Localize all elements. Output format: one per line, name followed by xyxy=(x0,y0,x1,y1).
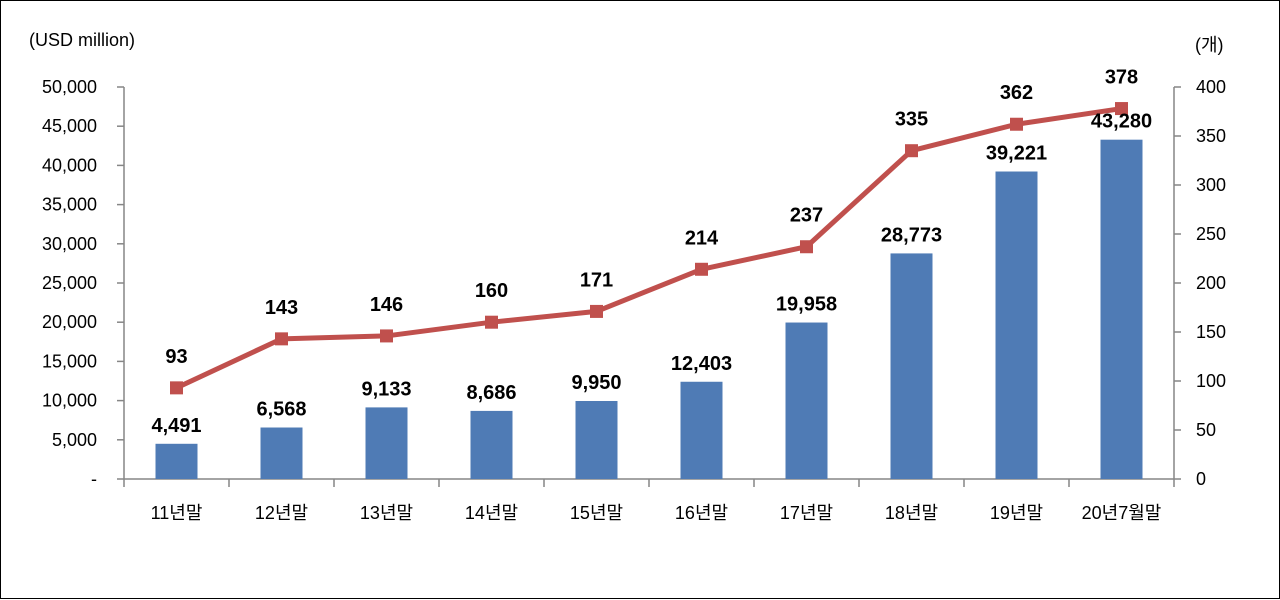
left-y-tick-label: - xyxy=(91,469,97,489)
x-category-label: 19년말 xyxy=(990,503,1043,523)
bar xyxy=(260,427,303,479)
data-labels: 4,491 6,568 9,133 8,686 9,950 12,403 19,958 28,… xyxy=(151,67,1152,437)
line-value-label: 146 xyxy=(370,294,403,316)
x-category-label: 14년말 xyxy=(465,503,518,523)
bar-value-label: 6,568 xyxy=(256,399,306,421)
bar-value-label: 28,773 xyxy=(881,224,942,246)
bar xyxy=(155,443,198,479)
line-value-label: 378 xyxy=(1105,67,1138,89)
bar-value-label: 43,280 xyxy=(1091,111,1152,133)
x-category-label: 16년말 xyxy=(675,503,728,523)
x-category-label: 17년말 xyxy=(780,503,833,523)
line-value-label: 160 xyxy=(475,280,508,302)
bar xyxy=(995,171,1038,479)
line-point-marker xyxy=(1010,117,1023,131)
bar xyxy=(365,407,408,479)
bar-value-label: 19,958 xyxy=(776,294,837,316)
right-y-tick-label: 0 xyxy=(1196,469,1206,489)
bar xyxy=(470,410,513,479)
line-point-marker xyxy=(485,315,498,329)
right-y-tick-label: 50 xyxy=(1196,420,1216,440)
axes: - 5,000 10,000 15,000 20,000 25,000 30,000 35,0… xyxy=(42,77,1226,523)
line-point-marker xyxy=(170,381,183,395)
right-axis-unit-label: (개) xyxy=(1195,35,1224,55)
right-y-tick-label: 150 xyxy=(1196,322,1226,342)
left-y-tick-label: 5,000 xyxy=(52,430,97,450)
line-point-marker xyxy=(590,304,603,318)
left-y-tick-label: 45,000 xyxy=(42,116,97,136)
bar-value-label: 39,221 xyxy=(986,143,1047,165)
x-category-label: 15년말 xyxy=(570,503,623,523)
line-value-label: 335 xyxy=(895,109,928,131)
right-y-tick-label: 400 xyxy=(1196,77,1226,97)
left-y-tick-label: 35,000 xyxy=(42,195,97,215)
series-line xyxy=(175,106,1122,391)
line-series xyxy=(170,102,1128,395)
bar xyxy=(680,381,723,479)
x-category-label: 13년말 xyxy=(360,503,413,523)
left-y-tick-label: 15,000 xyxy=(42,351,97,371)
right-y-tick-label: 100 xyxy=(1196,371,1226,391)
line-point-marker xyxy=(905,144,918,158)
right-y-tick-label: 300 xyxy=(1196,175,1226,195)
line-value-label: 171 xyxy=(580,269,613,291)
bar-value-label: 8,686 xyxy=(466,382,516,404)
bar xyxy=(890,253,933,479)
right-y-tick-label: 350 xyxy=(1196,126,1226,146)
right-y-tick-label: 200 xyxy=(1196,273,1226,293)
line-value-label: 362 xyxy=(1000,82,1033,104)
line-point-marker xyxy=(695,262,708,276)
left-axis-unit-label: (USD million) xyxy=(29,30,135,50)
x-category-label: 20년7월말 xyxy=(1082,503,1162,523)
x-category-label: 18년말 xyxy=(885,503,938,523)
left-y-tick-label: 30,000 xyxy=(42,234,97,254)
line-value-label: 143 xyxy=(265,297,298,319)
line-point-marker xyxy=(800,240,813,254)
bar xyxy=(575,400,618,479)
x-category-label: 12년말 xyxy=(255,503,308,523)
x-category-label: 11년말 xyxy=(151,503,203,523)
line-value-label: 237 xyxy=(790,205,823,227)
right-y-tick-label: 250 xyxy=(1196,224,1226,244)
left-y-tick-label: 50,000 xyxy=(42,77,97,97)
bar xyxy=(1100,139,1143,479)
line-point-marker xyxy=(275,332,288,346)
bar-value-label: 9,950 xyxy=(571,372,621,394)
bar-value-label: 9,133 xyxy=(361,378,411,400)
bar-value-label: 4,491 xyxy=(151,415,201,437)
left-y-tick-label: 40,000 xyxy=(42,155,97,175)
line-value-label: 93 xyxy=(165,346,187,368)
line-value-label: 214 xyxy=(685,227,719,249)
bar-series xyxy=(155,139,1143,479)
bar-value-label: 12,403 xyxy=(671,353,732,375)
bar xyxy=(785,322,828,479)
left-y-tick-label: 25,000 xyxy=(42,273,97,293)
left-y-tick-label: 10,000 xyxy=(42,391,97,411)
line-point-marker xyxy=(1115,102,1128,116)
line-point-marker xyxy=(380,329,393,343)
left-y-tick-label: 20,000 xyxy=(42,312,97,332)
